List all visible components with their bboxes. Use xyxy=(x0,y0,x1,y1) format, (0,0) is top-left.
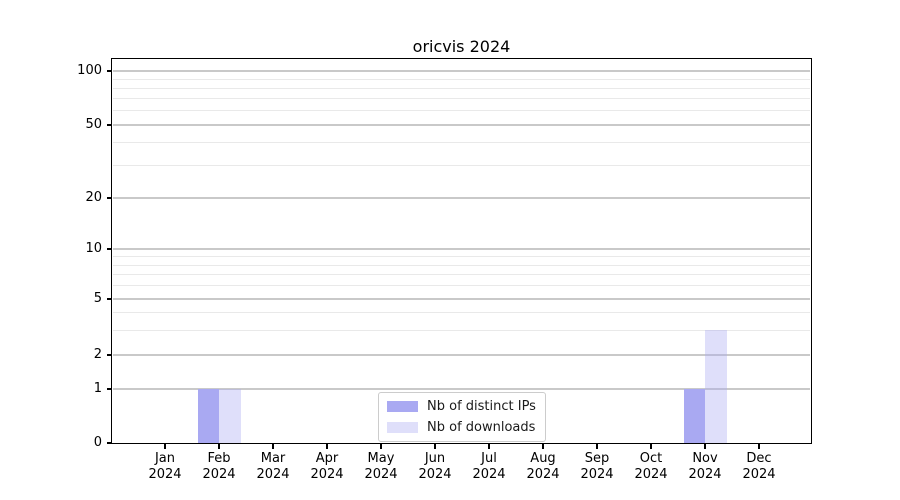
x-tick xyxy=(542,444,544,449)
gridline-major xyxy=(113,197,810,199)
legend-swatch-distinct-ips xyxy=(387,401,418,412)
bar-downloads-feb xyxy=(219,389,241,443)
x-tick xyxy=(650,444,652,449)
x-tick xyxy=(704,444,706,449)
gridline-major xyxy=(113,124,810,126)
gridline-minor xyxy=(113,312,810,314)
x-tick-label: Jun 2024 xyxy=(418,451,452,482)
x-tick xyxy=(272,444,274,449)
y-tick xyxy=(107,248,112,250)
legend-label-distinct-ips: Nb of distinct IPs xyxy=(427,399,536,414)
x-tick-label: Dec 2024 xyxy=(742,451,776,482)
y-tick-label: 1 xyxy=(93,381,102,396)
gridline-minor xyxy=(113,165,810,167)
x-tick xyxy=(596,444,598,449)
y-tick-label: 100 xyxy=(77,62,102,78)
x-tick xyxy=(434,444,436,449)
gridline-minor xyxy=(113,256,810,258)
legend-swatch-downloads xyxy=(387,422,418,433)
x-tick xyxy=(380,444,382,449)
gridline-minor xyxy=(113,264,810,266)
y-tick-label: 20 xyxy=(85,190,102,205)
gridline-major xyxy=(113,298,810,300)
x-tick xyxy=(218,444,220,449)
legend-label-downloads: Nb of downloads xyxy=(427,420,536,435)
legend-item-downloads: Nb of downloads xyxy=(387,419,536,436)
gridline-minor xyxy=(113,274,810,276)
y-tick xyxy=(107,388,112,390)
y-tick-label: 5 xyxy=(93,291,102,306)
gridline-major xyxy=(113,354,810,356)
y-tick xyxy=(107,354,112,356)
y-tick-label: 10 xyxy=(85,241,102,256)
y-tick xyxy=(107,70,112,72)
x-tick xyxy=(758,444,760,449)
x-tick-label: Oct 2024 xyxy=(634,451,668,482)
gridline-major xyxy=(113,248,810,250)
x-tick-label: May 2024 xyxy=(364,451,398,482)
x-tick-label: Feb 2024 xyxy=(202,451,236,482)
x-tick xyxy=(164,444,166,449)
gridline-minor xyxy=(113,142,810,144)
x-tick xyxy=(488,444,490,449)
gridline-minor xyxy=(113,78,810,80)
gridline-minor xyxy=(113,285,810,287)
x-tick-label: Aug 2024 xyxy=(526,451,560,482)
y-tick xyxy=(107,197,112,199)
gridline-minor xyxy=(113,110,810,112)
x-tick-label: Mar 2024 xyxy=(256,451,290,482)
y-tick-label: 2 xyxy=(93,346,102,362)
bar-distinct-ips-nov xyxy=(683,389,705,443)
y-tick xyxy=(107,298,112,300)
x-tick-label: Apr 2024 xyxy=(310,451,344,482)
x-tick xyxy=(326,444,328,449)
gridline-minor xyxy=(113,98,810,100)
y-tick xyxy=(107,442,112,444)
bar-distinct-ips-feb xyxy=(197,389,219,443)
legend: Nb of distinct IPs Nb of downloads xyxy=(378,392,546,442)
gridline-major xyxy=(113,70,810,72)
x-tick-label: Nov 2024 xyxy=(688,451,722,482)
x-tick-label: Sep 2024 xyxy=(580,451,614,482)
y-tick-label: 50 xyxy=(85,117,102,132)
bar-downloads-nov xyxy=(705,330,727,443)
legend-item-distinct-ips: Nb of distinct IPs xyxy=(387,398,536,415)
x-tick-label: Jul 2024 xyxy=(472,451,506,482)
chart-title: oricvis 2024 xyxy=(412,37,511,56)
gridline-minor xyxy=(113,329,810,331)
gridline-major xyxy=(113,388,810,390)
y-tick xyxy=(107,124,112,126)
y-tick-label: 0 xyxy=(93,435,102,450)
gridline-minor xyxy=(113,87,810,89)
x-tick-label: Jan 2024 xyxy=(148,451,182,482)
